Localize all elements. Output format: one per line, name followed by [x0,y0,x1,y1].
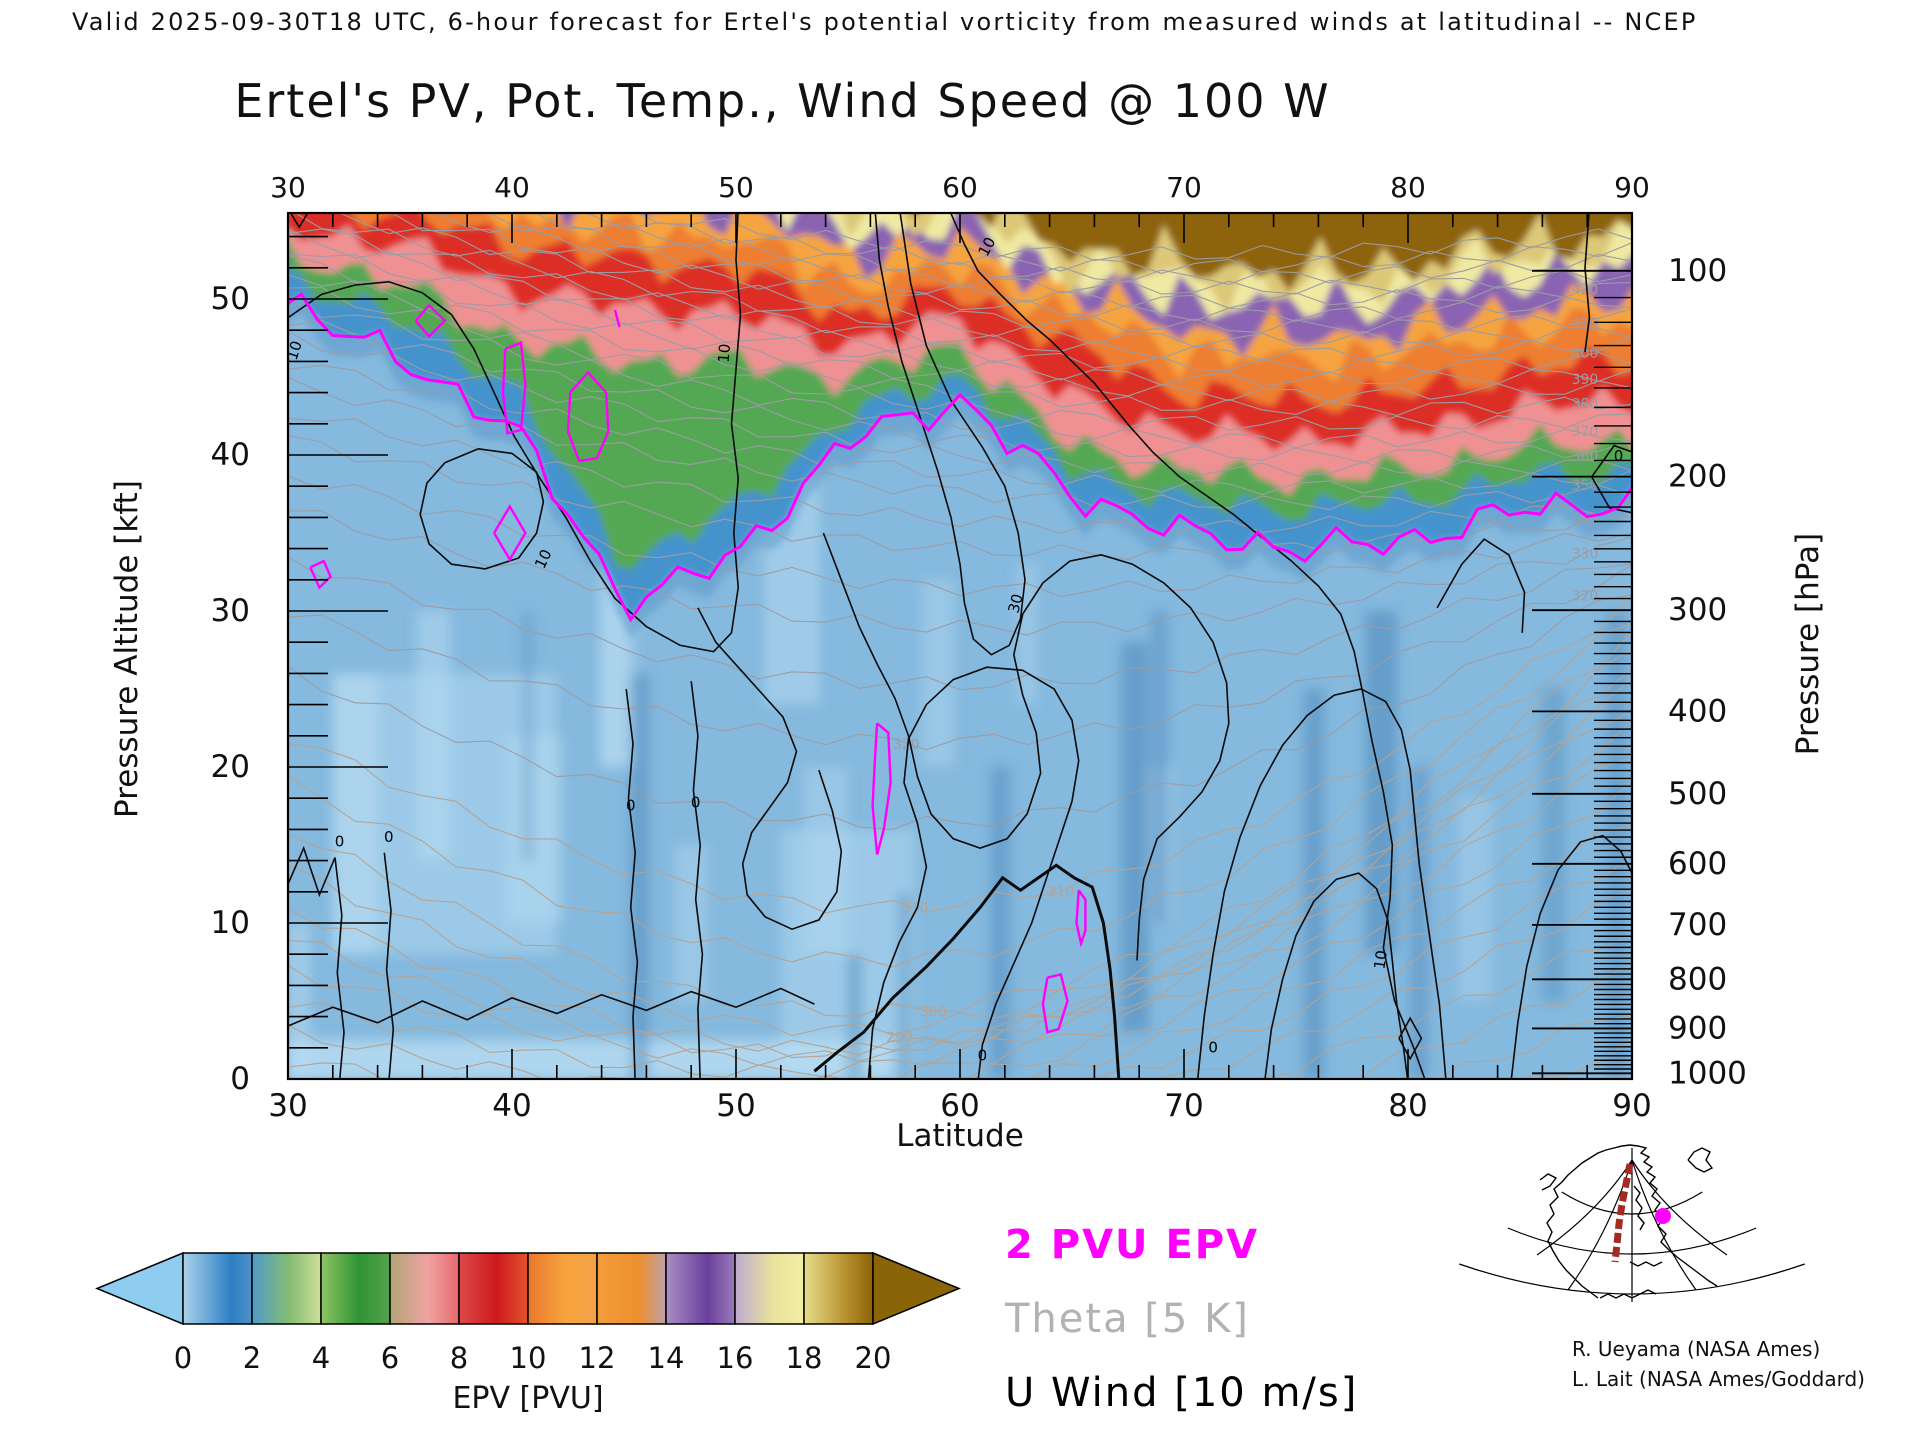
axis-tick-labels: 3030404050506060707080809090010203040501… [211,171,1747,1124]
svg-text:16: 16 [717,1341,754,1375]
svg-text:370: 370 [1572,424,1599,440]
svg-text:400: 400 [1668,693,1727,729]
svg-text:330: 330 [1572,547,1599,563]
colorbar [95,1251,961,1326]
svg-text:50: 50 [211,281,250,317]
svg-text:2: 2 [243,1341,261,1375]
svg-text:310: 310 [902,900,929,916]
svg-text:90: 90 [1614,171,1650,204]
svg-text:0: 0 [1614,447,1624,465]
validity-info-line: Valid 2025-09-30T18 UTC, 6-hour forecast… [72,8,1698,36]
svg-text:1000: 1000 [1668,1055,1747,1091]
uwind-contours [288,213,1632,1079]
svg-text:80: 80 [1390,171,1426,204]
legend-item-theta: Theta [5 K] [1005,1296,1250,1342]
credit-line-2: L. Lait (NASA Ames/Goddard) [1572,1367,1865,1391]
svg-text:0: 0 [978,1046,988,1064]
legend-item-epv: 2 PVU EPV [1005,1222,1260,1268]
svg-text:10: 10 [283,339,306,363]
svg-text:60: 60 [940,1088,979,1124]
svg-text:400: 400 [1572,346,1599,362]
left-axis-title: Pressure Altitude [kft] [109,480,145,818]
svg-text:300: 300 [920,1004,947,1020]
map-inset [1459,1144,1805,1302]
tropopause-2pvu-line [288,292,1632,1034]
svg-text:20: 20 [211,749,250,785]
svg-text:80: 80 [1388,1088,1427,1124]
svg-text:0: 0 [691,794,701,812]
svg-text:320: 320 [893,737,920,753]
svg-text:390: 390 [1572,372,1599,388]
legend-item-uwind: U Wind [10 m/s] [1005,1370,1359,1416]
svg-text:10: 10 [1370,949,1390,970]
svg-text:290: 290 [886,1030,913,1046]
svg-text:30: 30 [270,171,306,204]
credit-line-1: R. Ueyama (NASA Ames) [1572,1337,1821,1361]
svg-text:800: 800 [1668,961,1727,997]
svg-text:600: 600 [1668,846,1727,882]
svg-text:30: 30 [211,593,250,629]
svg-text:50: 50 [716,1088,755,1124]
svg-text:50: 50 [718,171,754,204]
legend: 2 PVU EPV Theta [5 K] U Wind [10 m/s] [1005,1208,1358,1430]
svg-text:0: 0 [1208,1038,1218,1056]
svg-text:310: 310 [1047,884,1074,900]
colorbar-title: EPV [PVU] [452,1381,603,1416]
theta-contours: 4204104003903803703603503403303203203103… [288,213,1632,1079]
svg-text:500: 500 [1668,776,1727,812]
svg-text:40: 40 [494,171,530,204]
svg-text:40: 40 [492,1088,531,1124]
svg-text:40: 40 [211,437,250,473]
svg-text:0: 0 [230,1061,250,1097]
svg-text:4: 4 [312,1341,330,1375]
svg-text:900: 900 [1668,1010,1727,1046]
right-axis-title: Pressure [hPa] [1790,532,1826,756]
svg-text:10: 10 [510,1341,547,1375]
svg-text:380: 380 [1572,396,1599,412]
colorbar-labels: 0 2 4 6 8 10 12 14 16 18 20 EPV [PVU] [174,1341,892,1416]
svg-text:20: 20 [855,1341,892,1375]
svg-text:200: 200 [1668,459,1727,495]
svg-text:70: 70 [1164,1088,1203,1124]
svg-text:0: 0 [384,828,394,846]
credits: R. Ueyama (NASA Ames) L. Lait (NASA Ames… [1572,1334,1865,1394]
axes [286,211,1634,1081]
svg-text:60: 60 [942,171,978,204]
svg-text:8: 8 [450,1341,468,1375]
svg-text:0: 0 [626,797,636,815]
svg-text:0: 0 [335,833,345,851]
svg-text:10: 10 [715,343,735,364]
map-location-marker [1655,1208,1671,1224]
svg-text:420: 420 [1572,282,1599,298]
svg-text:350: 350 [1572,478,1599,494]
svg-text:700: 700 [1668,907,1727,943]
svg-text:18: 18 [786,1341,823,1375]
map-section-line [1611,1163,1634,1263]
svg-text:320: 320 [1572,588,1599,604]
svg-text:30: 30 [1004,592,1026,615]
epv-field [288,213,1632,1079]
page-title: Ertel's PV, Pot. Temp., Wind Speed @ 100… [234,74,1331,128]
svg-text:12: 12 [579,1341,616,1375]
svg-text:300: 300 [1668,592,1727,628]
svg-text:30: 30 [268,1088,307,1124]
svg-text:6: 6 [381,1341,399,1375]
svg-text:90: 90 [1612,1088,1651,1124]
svg-text:100: 100 [1668,253,1727,289]
svg-text:410: 410 [1572,316,1599,332]
svg-text:10: 10 [211,905,250,941]
x-axis-title: Latitude [896,1118,1024,1154]
svg-text:0: 0 [174,1341,192,1375]
svg-text:14: 14 [648,1341,685,1375]
svg-text:360: 360 [1572,449,1599,465]
svg-text:70: 70 [1166,171,1202,204]
